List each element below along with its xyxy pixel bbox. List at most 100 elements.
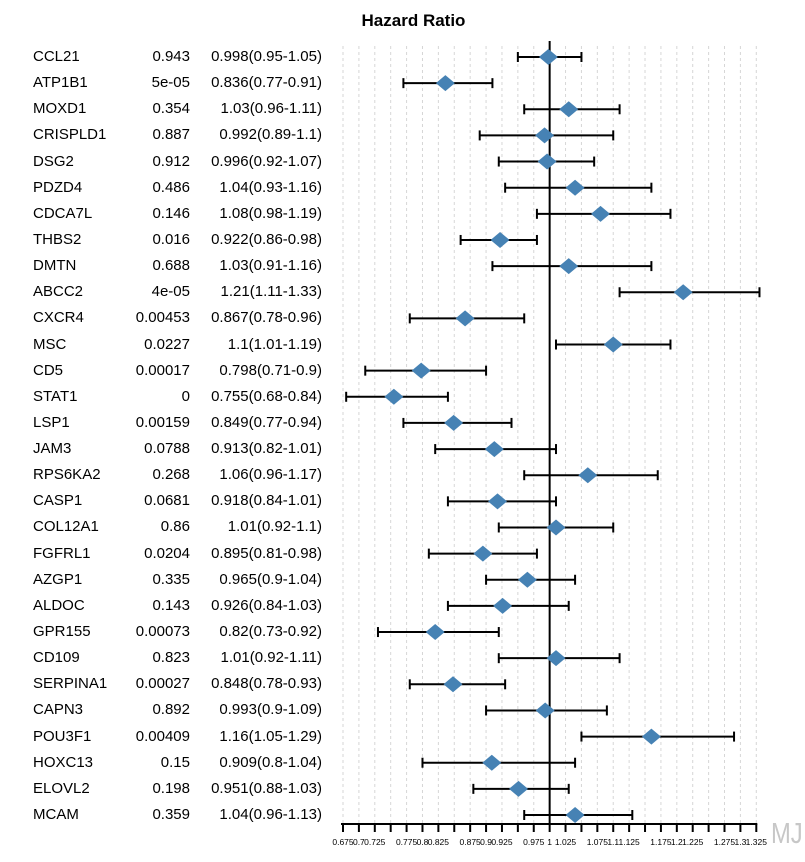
pvalue-label: 0.00073 bbox=[135, 623, 190, 641]
pvalue-label: 0.0681 bbox=[144, 492, 190, 510]
gene-label: CASP1 bbox=[33, 492, 83, 510]
hr-diamond-marker bbox=[443, 676, 463, 693]
gene-label: CD109 bbox=[33, 649, 80, 667]
hr-diamond-marker bbox=[546, 519, 566, 536]
axis-tick-label: 0.775 bbox=[396, 837, 418, 847]
table-row: ALDOC 0.143 0.926(0.84-1.03) bbox=[0, 593, 340, 619]
pvalue-label: 0.0227 bbox=[144, 335, 190, 353]
hr-ci-label: 0.836(0.77-0.91) bbox=[211, 74, 322, 92]
table-row: CD5 0.00017 0.798(0.71-0.9) bbox=[0, 358, 340, 384]
gene-label: DMTN bbox=[33, 257, 77, 275]
hr-ci-label: 1.04(0.96-1.13) bbox=[219, 805, 322, 823]
gene-label: AZGP1 bbox=[33, 570, 83, 588]
table-row: POU3F1 0.00409 1.16(1.05-1.29) bbox=[0, 724, 340, 750]
hr-diamond-marker bbox=[490, 231, 510, 248]
gene-label: DSG2 bbox=[33, 152, 74, 170]
pvalue-label: 0.912 bbox=[152, 152, 190, 170]
hr-ci-label: 1.08(0.98-1.19) bbox=[219, 204, 322, 222]
pvalue-label: 0.0788 bbox=[144, 440, 190, 458]
hr-ci-label: 0.926(0.84-1.03) bbox=[211, 596, 322, 614]
hr-ci-label: 1.01(0.92-1.1) bbox=[227, 518, 322, 536]
gene-label: MSC bbox=[33, 335, 67, 353]
table-row: SERPINA1 0.00027 0.848(0.78-0.93) bbox=[0, 671, 340, 697]
axis-tick-label: 0.825 bbox=[428, 837, 450, 847]
table-row: FGFRL1 0.0204 0.895(0.81-0.98) bbox=[0, 541, 340, 567]
hr-diamond-marker bbox=[493, 597, 513, 614]
table-row: MCAM 0.359 1.04(0.96-1.13) bbox=[0, 802, 340, 828]
pvalue-label: 0.892 bbox=[152, 701, 190, 719]
axis-tick-label: 1.275 bbox=[714, 837, 736, 847]
table-row: CDCA7L 0.146 1.08(0.98-1.19) bbox=[0, 201, 340, 227]
table-row: CASP1 0.0681 0.918(0.84-1.01) bbox=[0, 488, 340, 514]
table-row: DMTN 0.688 1.03(0.91-1.16) bbox=[0, 253, 340, 279]
pvalue-label: 0.359 bbox=[152, 805, 190, 823]
table-row: MOXD1 0.354 1.03(0.96-1.11) bbox=[0, 96, 340, 122]
axis-tick-label: 1.125 bbox=[618, 837, 640, 847]
table-row: THBS2 0.016 0.922(0.86-0.98) bbox=[0, 227, 340, 253]
hr-diamond-marker bbox=[641, 728, 661, 745]
hr-diamond-marker bbox=[455, 310, 475, 327]
gene-label: SERPINA1 bbox=[33, 675, 108, 693]
hr-ci-label: 0.918(0.84-1.01) bbox=[211, 492, 322, 510]
hr-ci-label: 0.895(0.81-0.98) bbox=[211, 544, 322, 562]
gene-label: CAPN3 bbox=[33, 701, 84, 719]
gene-label: CDCA7L bbox=[33, 204, 93, 222]
hr-ci-label: 0.993(0.9-1.09) bbox=[219, 701, 322, 719]
hr-ci-label: 0.951(0.88-1.03) bbox=[211, 779, 322, 797]
pvalue-label: 0.823 bbox=[152, 649, 190, 667]
hr-diamond-marker bbox=[559, 101, 579, 118]
hr-ci-label: 0.849(0.77-0.94) bbox=[211, 413, 322, 431]
axis-tick-label: 0.9 bbox=[480, 837, 492, 847]
gene-label: GPR155 bbox=[33, 623, 91, 641]
hr-diamond-marker bbox=[673, 284, 693, 301]
gene-label: ALDOC bbox=[33, 596, 85, 614]
gene-table: CCL21 0.943 0.998(0.95-1.05) ATP1B1 5e-05 0.8… bbox=[0, 0, 340, 862]
hr-ci-label: 1.01(0.92-1.11) bbox=[220, 649, 322, 667]
table-row: CRISPLD1 0.887 0.992(0.89-1.1) bbox=[0, 122, 340, 148]
pvalue-label: 0.0204 bbox=[144, 544, 190, 562]
axis-tick-label: 0.875 bbox=[460, 837, 482, 847]
table-row: CXCR4 0.00453 0.867(0.78-0.96) bbox=[0, 305, 340, 331]
gene-label: POU3F1 bbox=[33, 727, 92, 745]
hr-diamond-marker bbox=[482, 754, 502, 771]
pvalue-label: 0.943 bbox=[152, 48, 190, 65]
chart-title: Hazard Ratio bbox=[361, 11, 466, 30]
pvalue-label: 5e-05 bbox=[151, 74, 190, 92]
hr-diamond-marker bbox=[603, 336, 623, 353]
pvalue-label: 0.146 bbox=[152, 204, 190, 222]
gene-label: HOXC13 bbox=[33, 753, 94, 771]
hr-ci-label: 0.82(0.73-0.92) bbox=[219, 623, 322, 641]
pvalue-label: 0.268 bbox=[152, 466, 190, 484]
table-row: GPR155 0.00073 0.82(0.73-0.92) bbox=[0, 619, 340, 645]
table-row: RPS6KA2 0.268 1.06(0.96-1.17) bbox=[0, 462, 340, 488]
watermark: MJ bbox=[771, 818, 803, 850]
hr-diamond-marker bbox=[517, 571, 537, 588]
gene-label: STAT1 bbox=[33, 387, 78, 405]
table-row: CCL21 0.943 0.998(0.95-1.05) bbox=[0, 44, 340, 70]
hr-ci-label: 0.998(0.95-1.05) bbox=[211, 48, 322, 65]
axis-tick-label: 1.325 bbox=[746, 837, 768, 847]
hr-diamond-marker bbox=[537, 153, 557, 170]
table-row: COL12A1 0.86 1.01(0.92-1.1) bbox=[0, 514, 340, 540]
table-row: CD109 0.823 1.01(0.92-1.11) bbox=[0, 645, 340, 671]
gene-label: PDZD4 bbox=[33, 178, 83, 196]
pvalue-label: 0.016 bbox=[152, 230, 190, 248]
pvalue-label: 0.143 bbox=[152, 596, 190, 614]
gene-label: ABCC2 bbox=[33, 283, 84, 301]
axis-tick-label: 1 bbox=[547, 837, 552, 847]
axis-tick-label: 0.975 bbox=[523, 837, 545, 847]
pvalue-label: 0.00409 bbox=[135, 727, 190, 745]
pvalue-label: 0.00027 bbox=[135, 675, 190, 693]
hr-diamond-marker bbox=[435, 75, 455, 92]
gene-label: CD5 bbox=[33, 361, 64, 379]
table-row: DSG2 0.912 0.996(0.92-1.07) bbox=[0, 149, 340, 175]
pvalue-label: 0.887 bbox=[152, 126, 190, 144]
axis-tick-label: 0.675 bbox=[332, 837, 354, 847]
axis-tick-label: 0.725 bbox=[364, 837, 386, 847]
pvalue-label: 0.486 bbox=[152, 178, 190, 196]
hr-ci-label: 0.867(0.78-0.96) bbox=[211, 309, 322, 327]
axis-tick-label: 0.925 bbox=[491, 837, 513, 847]
table-row: HOXC13 0.15 0.909(0.8-1.04) bbox=[0, 750, 340, 776]
